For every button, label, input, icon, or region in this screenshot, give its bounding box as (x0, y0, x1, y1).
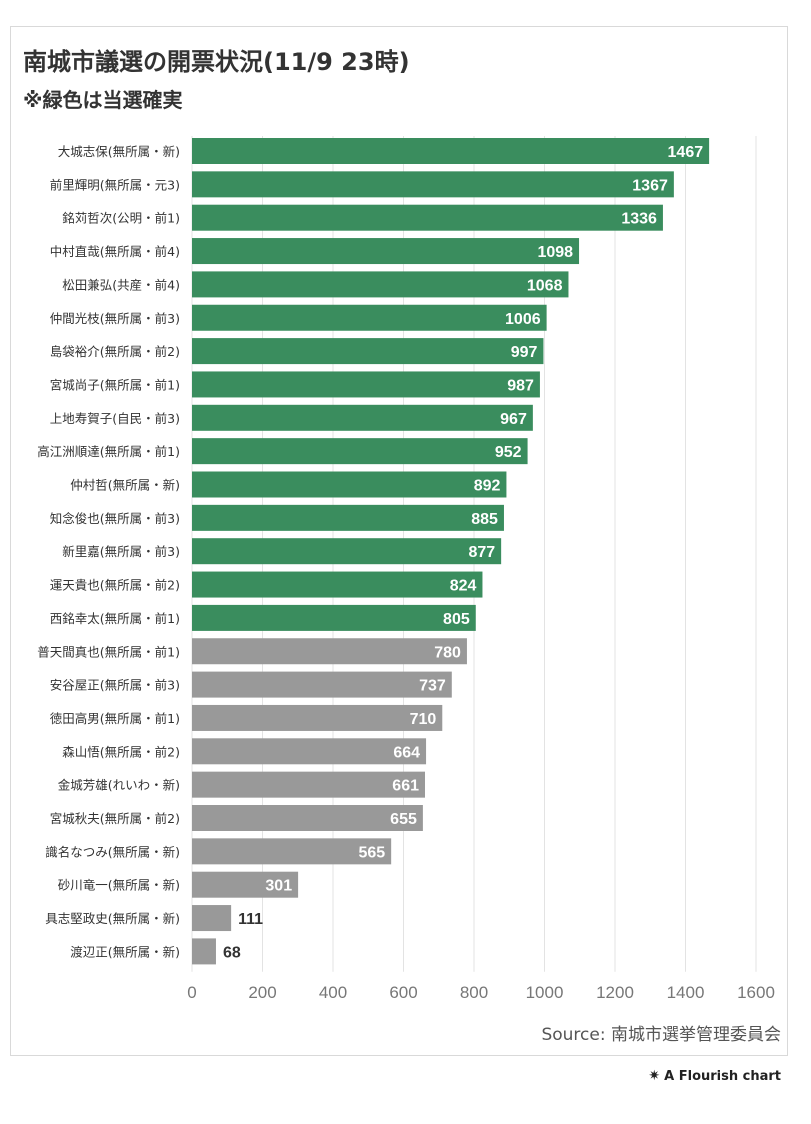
category-label: 金城芳雄(れいわ・新) (58, 778, 180, 793)
category-label: 安谷屋正(無所属・前3) (50, 678, 180, 693)
category-label: 渡辺正(無所属・新) (70, 944, 180, 959)
value-label: 301 (265, 878, 292, 895)
value-label: 565 (358, 844, 385, 861)
value-label: 780 (434, 644, 461, 661)
value-label: 805 (443, 611, 470, 628)
x-tick-label: 200 (248, 983, 276, 1002)
category-label: 銘苅哲次(公明・前1) (62, 211, 180, 226)
bar (192, 938, 216, 965)
bar (192, 538, 502, 565)
bar (192, 371, 540, 398)
bar (192, 204, 663, 231)
bar (192, 604, 476, 631)
category-label: 西銘幸太(無所属・前1) (50, 611, 180, 626)
category-label: 大城志保(無所属・新) (58, 144, 180, 159)
category-label: 運天貴也(無所属・前2) (50, 578, 180, 593)
chart-title: 南城市議選の開票状況(11/9 23時) (23, 48, 410, 76)
category-label: 徳田高男(無所属・前1) (50, 711, 180, 726)
value-label: 967 (500, 411, 527, 428)
bar (192, 638, 467, 665)
flourish-logo-icon: ✷ (648, 1068, 661, 1084)
value-label: 737 (419, 678, 446, 695)
value-label: 111 (238, 911, 263, 928)
x-tick-label: 600 (389, 983, 417, 1002)
category-label: 新里嘉(無所属・前3) (62, 544, 180, 559)
category-label: 仲間光枝(無所属・前3) (50, 311, 180, 326)
value-label: 1467 (668, 144, 704, 161)
bar (192, 738, 427, 765)
bar (192, 805, 423, 831)
value-label: 824 (450, 578, 477, 595)
bar (192, 571, 483, 598)
category-label: 森山悟(無所属・前2) (62, 744, 180, 759)
bar (192, 671, 452, 698)
bar (192, 238, 580, 265)
x-tick-label: 0 (187, 983, 196, 1002)
value-label: 987 (507, 377, 534, 394)
bar (192, 905, 232, 932)
value-label: 885 (471, 511, 498, 528)
category-label: 松田兼弘(共産・前4) (62, 277, 180, 292)
category-label: 普天間真也(無所属・前1) (37, 644, 180, 659)
bar (192, 771, 426, 798)
x-tick-label: 1400 (667, 983, 705, 1002)
bar (192, 171, 674, 198)
bar (192, 304, 547, 331)
category-label: 宮城尚子(無所属・前1) (50, 377, 180, 392)
x-tick-label: 1000 (526, 983, 564, 1002)
bar (192, 871, 299, 898)
category-label: 宮城秋夫(無所属・前2) (50, 811, 180, 826)
category-label: 高江洲順達(無所属・前1) (37, 444, 180, 459)
value-label: 997 (511, 344, 538, 361)
bar (192, 138, 710, 164)
value-label: 892 (474, 478, 501, 495)
flourish-credit[interactable]: ✷ A Flourish chart (648, 1068, 781, 1084)
category-label: 具志堅政史(無所属・新) (45, 911, 180, 926)
value-label: 952 (495, 444, 522, 461)
category-label: 中村直哉(無所属・前4) (50, 244, 180, 259)
value-label: 661 (392, 778, 419, 795)
chart-subtitle: ※緑色は当選確実 (23, 88, 183, 112)
value-label: 664 (393, 744, 420, 761)
value-label: 68 (223, 944, 241, 961)
value-label: 1336 (621, 211, 657, 228)
category-label: 仲村哲(無所属・新) (70, 478, 180, 493)
category-label: 上地寿賀子(自民・前3) (50, 411, 180, 426)
value-label: 710 (410, 711, 437, 728)
category-label: 知念俊也(無所属・前3) (50, 511, 180, 526)
bar (192, 338, 544, 365)
value-label: 1068 (527, 277, 563, 294)
value-label: 877 (468, 544, 495, 561)
x-tick-label: 1200 (596, 983, 634, 1002)
bar (192, 471, 507, 498)
bar (192, 838, 392, 865)
value-label: 1367 (632, 177, 668, 194)
value-label: 1098 (537, 244, 573, 261)
x-tick-label: 1600 (737, 983, 775, 1002)
x-tick-label: 400 (319, 983, 347, 1002)
value-label: 1006 (505, 311, 541, 328)
bar (192, 271, 569, 298)
value-label: 655 (390, 811, 417, 828)
bar (192, 704, 443, 731)
bar (192, 438, 528, 465)
bar (192, 504, 504, 531)
category-label: 砂川竜一(無所属・新) (58, 878, 180, 893)
bar (192, 404, 533, 431)
x-tick-label: 800 (460, 983, 488, 1002)
category-label: 前里輝明(無所属・元3) (50, 177, 180, 192)
source-note: Source: 南城市選挙管理委員会 (541, 1025, 781, 1045)
category-label: 島袋裕介(無所属・前2) (50, 344, 180, 359)
credit-label: A Flourish chart (664, 1069, 781, 1084)
category-label: 識名なつみ(無所属・新) (45, 844, 180, 859)
bar-chart: 0 200 400 600 800 1000 1200 1400 1600 大城志保(無所属・新)… (37, 136, 775, 1002)
